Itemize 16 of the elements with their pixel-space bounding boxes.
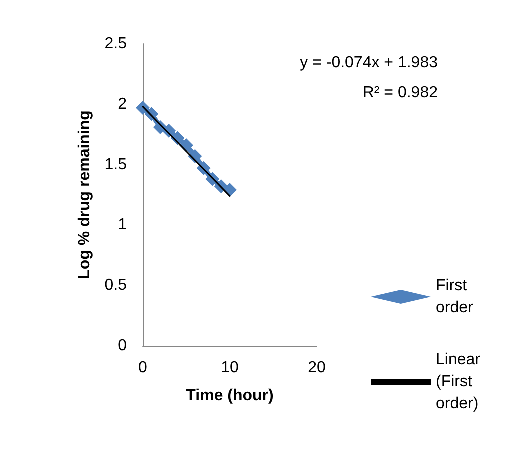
y-tick-label: 0.5 — [104, 277, 128, 294]
x-tick-label: 10 — [221, 360, 239, 376]
x-tick-label: 0 — [138, 360, 148, 376]
text: R² = 0.982 — [362, 84, 438, 102]
legend-label: Linear (First order) — [436, 352, 485, 412]
y-tick-label: 1.5 — [104, 156, 128, 174]
legend-label: First order — [436, 278, 474, 316]
y-tick-label: 0 — [118, 338, 128, 354]
x-axis-title: Time (hour) — [186, 388, 274, 404]
x-tick-label: 20 — [308, 360, 326, 376]
y-tick-label: 2.5 — [104, 36, 128, 52]
annotation: y = -0.074x + 1.983 — [300, 54, 438, 72]
y-tick-label: 1 — [118, 216, 128, 234]
y-axis-title: Log % drug remaining — [76, 110, 94, 280]
point — [136, 101, 150, 116]
y-tick-label: 2 — [118, 96, 128, 113]
